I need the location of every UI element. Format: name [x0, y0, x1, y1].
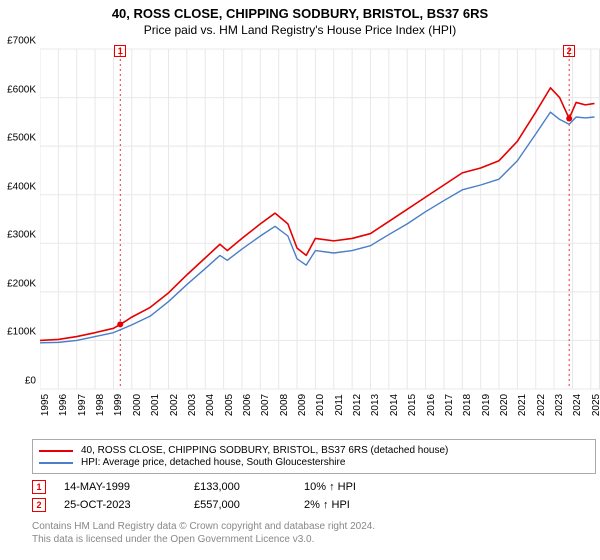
chart-container: 40, ROSS CLOSE, CHIPPING SODBURY, BRISTO…	[0, 0, 600, 560]
event-hpi-delta: 2% ↑ HPI	[304, 499, 350, 511]
event-price: £133,000	[194, 481, 304, 493]
y-axis-labels: £0£100K£200K£300K£400K£500K£600K£700K	[0, 41, 40, 381]
x-tick-label: 2016	[426, 394, 437, 416]
event-date: 25-OCT-2023	[64, 499, 194, 511]
chart-subtitle: Price paid vs. HM Land Registry's House …	[0, 21, 600, 41]
y-tick-label: £100K	[7, 327, 36, 338]
y-tick-label: £700K	[7, 36, 36, 47]
legend-swatch	[39, 450, 73, 452]
x-tick-label: 2006	[242, 394, 253, 416]
x-tick-label: 2017	[444, 394, 455, 416]
y-tick-label: £400K	[7, 181, 36, 192]
event-id-box: 2	[32, 498, 46, 512]
y-tick-label: £300K	[7, 230, 36, 241]
event-price: £557,000	[194, 499, 304, 511]
event-id-box: 1	[32, 480, 46, 494]
x-tick-label: 2010	[315, 394, 326, 416]
x-tick-label: 2014	[389, 394, 400, 416]
x-tick-label: 2009	[297, 394, 308, 416]
x-tick-label: 2002	[169, 394, 180, 416]
x-tick-label: 1996	[58, 394, 69, 416]
y-tick-label: £200K	[7, 278, 36, 289]
x-tick-label: 2011	[334, 394, 345, 416]
x-tick-label: 1995	[40, 394, 51, 416]
y-tick-label: £500K	[7, 133, 36, 144]
legend-item: 40, ROSS CLOSE, CHIPPING SODBURY, BRISTO…	[39, 445, 589, 456]
legend-label: HPI: Average price, detached house, Sout…	[81, 457, 345, 468]
event-hpi-delta: 10% ↑ HPI	[304, 481, 356, 493]
x-tick-label: 2007	[260, 394, 271, 416]
x-tick-label: 2008	[279, 394, 290, 416]
line-chart-svg	[40, 41, 600, 401]
y-tick-label: £600K	[7, 84, 36, 95]
events-table: 1 14-MAY-1999£133,00010% ↑ HPI 2 25-OCT-202…	[32, 480, 596, 512]
event-date: 14-MAY-1999	[64, 481, 194, 493]
x-tick-label: 2019	[481, 394, 492, 416]
x-tick-label: 2005	[224, 394, 235, 416]
chart-area: £0£100K£200K£300K£400K£500K£600K£700K 19…	[40, 41, 600, 401]
x-tick-label: 2021	[517, 394, 528, 416]
event-marker-1: 1	[114, 45, 126, 57]
x-tick-label: 2003	[187, 394, 198, 416]
x-tick-label: 2004	[205, 394, 216, 416]
x-tick-label: 1999	[113, 394, 124, 416]
event-marker-2: 2	[563, 45, 575, 57]
event-row: 2 25-OCT-2023£557,0002% ↑ HPI	[32, 498, 596, 512]
legend-label: 40, ROSS CLOSE, CHIPPING SODBURY, BRISTO…	[81, 445, 448, 456]
y-tick-label: £0	[25, 376, 36, 387]
x-tick-label: 2000	[132, 394, 143, 416]
x-tick-label: 2012	[352, 394, 363, 416]
legend-item: HPI: Average price, detached house, Sout…	[39, 457, 589, 468]
x-tick-label: 2025	[591, 394, 600, 416]
legend-swatch	[39, 462, 73, 464]
x-tick-label: 1998	[95, 394, 106, 416]
chart-legend: 40, ROSS CLOSE, CHIPPING SODBURY, BRISTO…	[32, 439, 596, 474]
x-tick-label: 1997	[77, 394, 88, 416]
x-tick-label: 2024	[572, 394, 583, 416]
x-tick-label: 2018	[462, 394, 473, 416]
x-axis-labels: 1995199619971998199920002001200220032004…	[40, 381, 600, 401]
x-tick-label: 2013	[370, 394, 381, 416]
x-tick-label: 2001	[150, 394, 161, 416]
x-tick-label: 2020	[499, 394, 510, 416]
event-row: 1 14-MAY-1999£133,00010% ↑ HPI	[32, 480, 596, 494]
footer-copyright: Contains HM Land Registry data © Crown c…	[32, 520, 596, 533]
x-tick-label: 2022	[536, 394, 547, 416]
x-tick-label: 2015	[407, 394, 418, 416]
x-tick-label: 2023	[554, 394, 565, 416]
chart-footer: Contains HM Land Registry data © Crown c…	[32, 520, 596, 546]
chart-title-address: 40, ROSS CLOSE, CHIPPING SODBURY, BRISTO…	[0, 0, 600, 21]
footer-license: This data is licensed under the Open Gov…	[32, 533, 596, 546]
